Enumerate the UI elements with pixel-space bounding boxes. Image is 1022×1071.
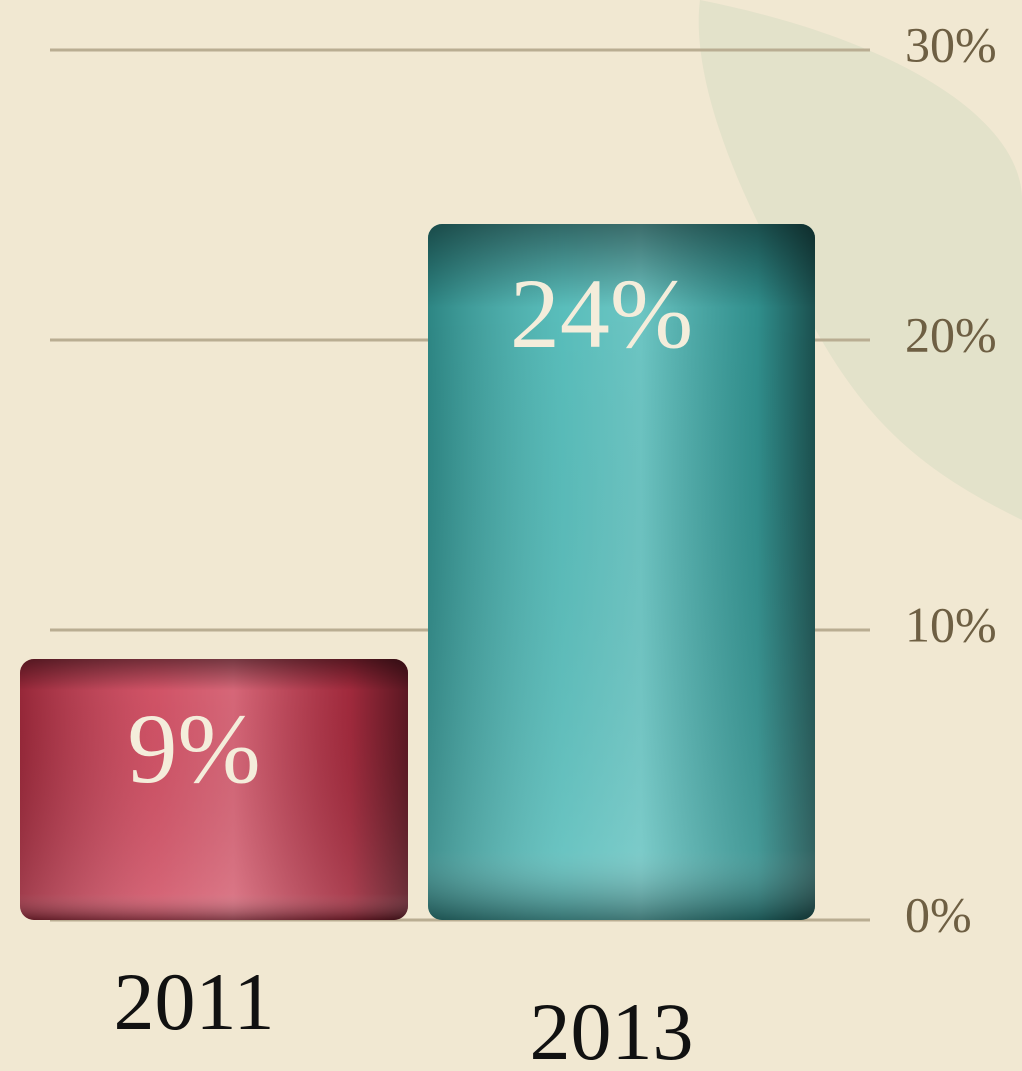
- y-tick-label: 0%: [905, 886, 972, 942]
- x-tick-label: 2011: [114, 956, 275, 1047]
- x-tick-label: 2013: [530, 986, 694, 1071]
- y-tick-label: 10%: [905, 596, 997, 652]
- y-tick-label: 20%: [905, 306, 997, 362]
- value-label: 24%: [510, 258, 693, 369]
- bar-shade: [20, 659, 408, 920]
- y-tick-label: 30%: [905, 16, 997, 72]
- bar-shade: [428, 224, 815, 920]
- value-label: 9%: [127, 693, 260, 804]
- background-ornament: [698, 0, 1022, 520]
